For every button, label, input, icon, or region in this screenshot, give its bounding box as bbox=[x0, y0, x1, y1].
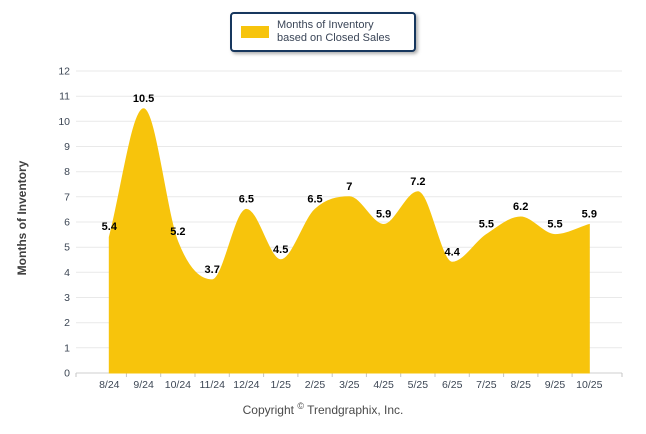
x-tick-label: 3/25 bbox=[339, 379, 360, 391]
x-tick-label: 8/24 bbox=[99, 379, 120, 391]
data-label: 3.7 bbox=[205, 264, 220, 276]
x-tick-label: 1/25 bbox=[270, 379, 291, 391]
x-tick-label: 5/25 bbox=[408, 379, 429, 391]
y-tick-label: 6 bbox=[64, 217, 70, 229]
data-label: 4.5 bbox=[273, 244, 288, 256]
x-tick-label: 2/25 bbox=[305, 379, 326, 391]
y-tick-label: 0 bbox=[64, 368, 70, 380]
x-tick-label: 8/25 bbox=[510, 379, 531, 391]
data-label: 6.2 bbox=[513, 201, 528, 213]
y-tick-label: 8 bbox=[64, 166, 70, 178]
x-tick-label: 9/24 bbox=[133, 379, 154, 391]
data-label: 5.5 bbox=[479, 219, 494, 231]
copyright-text: Copyright © Trendgraphix, Inc. bbox=[0, 401, 646, 417]
y-tick-label: 2 bbox=[64, 317, 70, 329]
legend-label: Months of Inventory based on Closed Sale… bbox=[277, 19, 391, 44]
x-tick-label: 11/24 bbox=[199, 379, 225, 391]
x-tick-label: 9/25 bbox=[545, 379, 566, 391]
copyright-suffix: Trendgraphix, Inc. bbox=[307, 403, 404, 417]
x-tick-label: 10/24 bbox=[165, 379, 191, 391]
data-label: 5.4 bbox=[102, 221, 118, 233]
legend-swatch-icon bbox=[241, 26, 269, 38]
data-label: 5.9 bbox=[376, 209, 391, 221]
data-label: 7.2 bbox=[410, 176, 425, 188]
y-tick-label: 10 bbox=[58, 116, 70, 128]
data-label: 6.5 bbox=[239, 193, 254, 205]
data-label: 5.9 bbox=[582, 209, 597, 221]
y-tick-label: 4 bbox=[64, 267, 70, 279]
copyright-prefix: Copyright bbox=[242, 403, 294, 417]
data-label: 10.5 bbox=[133, 93, 154, 105]
y-tick-label: 7 bbox=[64, 191, 70, 203]
x-tick-label: 6/25 bbox=[442, 379, 463, 391]
y-axis-title: Months of Inventory bbox=[15, 160, 29, 276]
y-tick-label: 11 bbox=[59, 91, 70, 103]
y-tick-label: 9 bbox=[64, 141, 70, 153]
copyright-symbol: © bbox=[297, 401, 304, 411]
y-tick-label: 1 bbox=[64, 342, 70, 354]
x-tick-label: 10/25 bbox=[576, 379, 602, 391]
data-label: 5.2 bbox=[170, 226, 185, 238]
y-tick-label: 5 bbox=[64, 242, 70, 254]
x-tick-label: 12/24 bbox=[233, 379, 259, 391]
data-label: 4.4 bbox=[445, 246, 461, 258]
x-tick-label: 7/25 bbox=[476, 379, 497, 391]
legend: Months of Inventory based on Closed Sale… bbox=[230, 12, 416, 52]
y-tick-label: 3 bbox=[64, 292, 70, 304]
data-label: 6.5 bbox=[307, 193, 322, 205]
x-tick-label: 4/25 bbox=[373, 379, 394, 391]
y-tick-label: 12 bbox=[58, 66, 70, 78]
data-label: 5.5 bbox=[547, 219, 562, 231]
inventory-area-series bbox=[108, 108, 590, 374]
data-label: 7 bbox=[346, 181, 352, 193]
